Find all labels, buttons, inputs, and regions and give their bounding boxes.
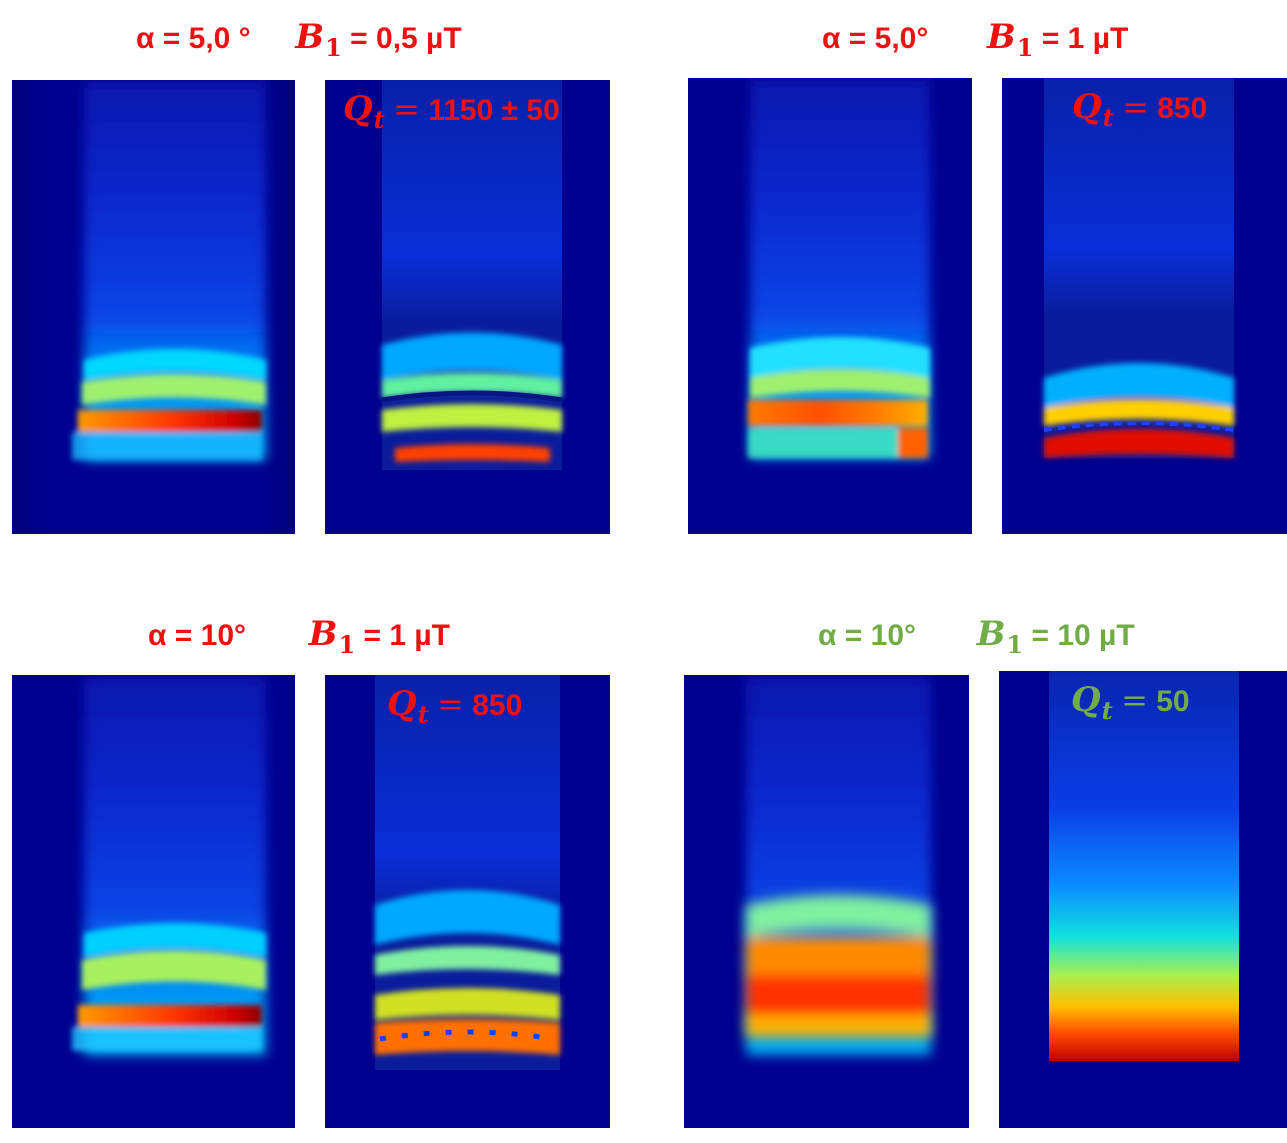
- b1-subscript: 1: [325, 33, 342, 62]
- alpha-label: α = 10°: [818, 619, 916, 652]
- b1-value: = 1 µT: [1041, 22, 1129, 55]
- q-symbol: Q: [387, 684, 417, 724]
- q-equals: =: [393, 90, 420, 128]
- simulated-heatmap-4: Qt = 50: [999, 671, 1287, 1128]
- q-subscript: t: [1102, 103, 1114, 132]
- q-value: 1150 ± 50: [428, 94, 560, 127]
- experimental-heatmap-4: [684, 675, 969, 1128]
- q-equals: =: [1121, 681, 1148, 719]
- experimental-heatmap-2: [688, 78, 972, 534]
- q-symbol: Q: [343, 89, 373, 129]
- quadrant-2-header: α = 5,0° B1 = 1 µT: [822, 20, 1128, 60]
- q-symbol: Q: [1072, 87, 1102, 127]
- b1-symbol: B: [295, 17, 325, 57]
- q-value-label: Qt = 850: [1072, 90, 1207, 130]
- q-value-label: Qt = 1150 ± 50: [343, 92, 560, 132]
- q-value: 850: [1157, 92, 1208, 125]
- b1-symbol: B: [308, 614, 338, 654]
- quadrant-1-header: α = 5,0 ° B1 = 0,5 µT: [136, 20, 462, 60]
- q-value: 50: [1156, 685, 1190, 718]
- alpha-label: α = 5,0 °: [136, 22, 251, 55]
- b1-symbol: B: [976, 614, 1006, 654]
- b1-value: = 10 µT: [1031, 619, 1135, 652]
- b1-subscript: 1: [338, 630, 356, 659]
- q-value-label: Qt = 850: [387, 687, 522, 727]
- b1-subscript: 1: [1016, 33, 1034, 62]
- b1-symbol: B: [987, 17, 1016, 57]
- q-subscript: t: [373, 105, 385, 134]
- q-equals: =: [437, 685, 464, 723]
- alpha-label: α = 10°: [148, 619, 246, 652]
- experimental-heatmap-1: [12, 80, 295, 534]
- quadrant-3-header: α = 10° B1 = 1 µT: [148, 617, 450, 657]
- q-symbol: Q: [1071, 680, 1101, 720]
- q-value-label: Qt = 50: [1071, 683, 1190, 723]
- b1-value: = 1 µT: [363, 619, 450, 652]
- simulated-heatmap-2: Qt = 850: [1002, 78, 1287, 534]
- q-equals: =: [1122, 88, 1149, 126]
- experimental-heatmap-3: [12, 675, 295, 1128]
- b1-subscript: 1: [1006, 630, 1024, 659]
- q-subscript: t: [1101, 696, 1113, 725]
- quadrant-4-header: α = 10° B1 = 10 µT: [818, 617, 1135, 657]
- q-value: 850: [472, 689, 523, 722]
- b1-value: = 0,5 µT: [350, 22, 462, 55]
- alpha-label: α = 5,0°: [822, 22, 929, 55]
- simulated-heatmap-3: Qt = 850: [325, 675, 610, 1128]
- simulated-heatmap-1: Qt = 1150 ± 50: [325, 80, 610, 534]
- q-subscript: t: [417, 700, 429, 729]
